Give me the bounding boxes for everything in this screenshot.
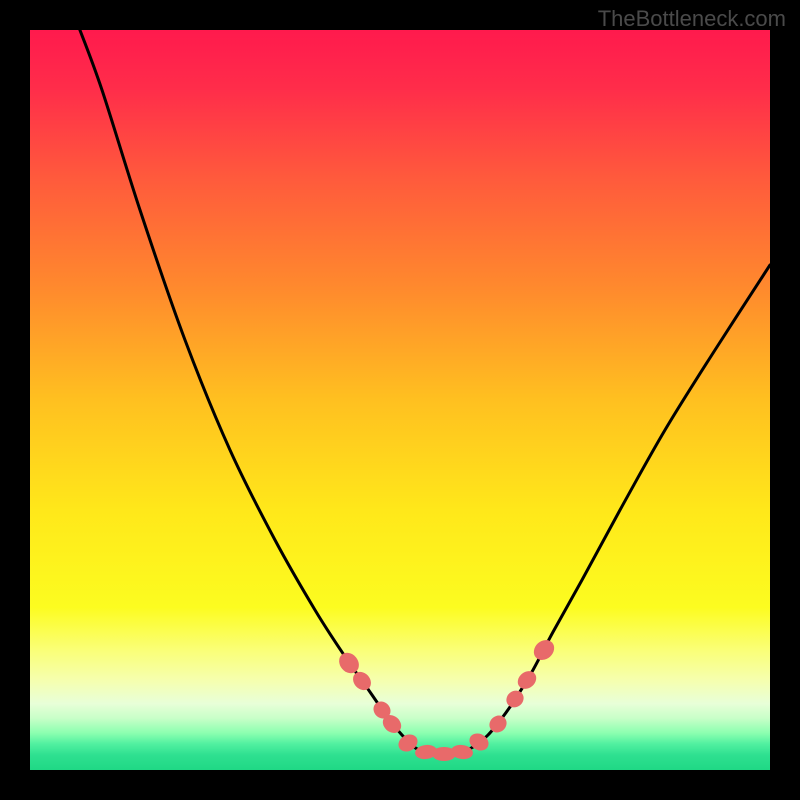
curve-marker [530,636,558,664]
curve-marker [514,667,540,692]
v-curve-line [78,30,770,754]
curve-marker [503,687,527,711]
marker-group [335,636,558,761]
chart-plot-area [30,30,770,770]
watermark-text: TheBottleneck.com [598,6,786,32]
curve-layer [30,30,770,770]
